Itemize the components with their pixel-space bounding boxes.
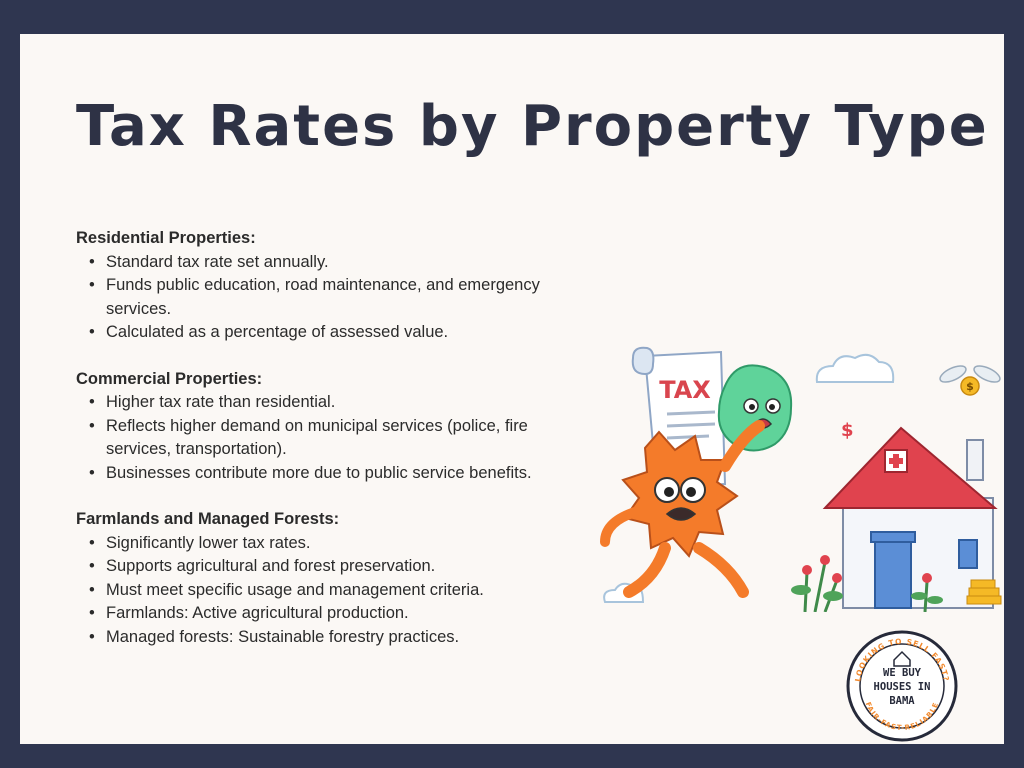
bullet-list: Significantly lower tax rates. Supports …: [76, 532, 566, 650]
content-card: Tax Rates by Property Type Residential P…: [20, 34, 1004, 744]
section-heading: Commercial Properties:: [76, 369, 263, 388]
list-item: Funds public education, road maintenance…: [89, 274, 566, 321]
list-item: Must meet specific usage and management …: [89, 579, 566, 603]
section-commercial: Commercial Properties: Higher tax rate t…: [76, 368, 566, 486]
list-item: Businesses contribute more due to public…: [89, 462, 566, 486]
list-item: Supports agricultural and forest preserv…: [89, 555, 566, 579]
badge-line-2: HOUSES IN: [873, 681, 931, 693]
list-item: Farmlands: Active agricultural productio…: [89, 602, 566, 626]
section-residential: Residential Properties: Standard tax rat…: [76, 227, 566, 345]
cloud-icon: [815, 353, 895, 383]
badge-text: WE BUY HOUSES IN BAMA: [846, 666, 958, 708]
bullet-list: Higher tax rate than residential. Reflec…: [76, 391, 566, 485]
list-item: Significantly lower tax rates.: [89, 532, 566, 556]
list-item: Reflects higher demand on municipal serv…: [89, 415, 566, 462]
company-logo-badge: LOOKING TO SELL FAST? FAIR-FAST-RELIABLE…: [846, 630, 958, 742]
badge-line-1: WE BUY: [883, 667, 921, 679]
list-item: Standard tax rate set annually.: [89, 251, 566, 275]
list-item: Calculated as a percentage of assessed v…: [89, 321, 566, 345]
coin-dollar-label: $: [966, 380, 974, 393]
coin-stack-icon: [966, 579, 1002, 605]
bullet-list: Standard tax rate set annually. Funds pu…: [76, 251, 566, 345]
dollar-sign-icon: $: [841, 420, 854, 441]
badge-ring: LOOKING TO SELL FAST? FAIR-FAST-RELIABLE: [846, 630, 958, 742]
section-farmlands: Farmlands and Managed Forests: Significa…: [76, 508, 566, 649]
tax-info-list: Residential Properties: Standard tax rat…: [76, 227, 566, 672]
section-heading: Residential Properties:: [76, 229, 256, 247]
green-monster-icon: [717, 364, 793, 452]
list-item: Higher tax rate than residential.: [89, 391, 566, 415]
plant-icon: [911, 573, 943, 612]
page-title: Tax Rates by Property Type: [76, 94, 989, 159]
section-heading: Farmlands and Managed Forests:: [76, 510, 340, 528]
list-item: Managed forests: Sustainable forestry pr…: [89, 626, 566, 650]
tax-label: TAX: [659, 376, 711, 404]
plant-icon: [791, 555, 843, 612]
orange-character-icon: [600, 420, 765, 598]
tax-illustration: $ TAX: [600, 346, 1002, 612]
badge-line-3: BAMA: [889, 695, 915, 707]
house-icon: [822, 426, 998, 609]
flying-money-icon: $: [939, 365, 1001, 396]
house-logo-icon: [893, 650, 911, 667]
